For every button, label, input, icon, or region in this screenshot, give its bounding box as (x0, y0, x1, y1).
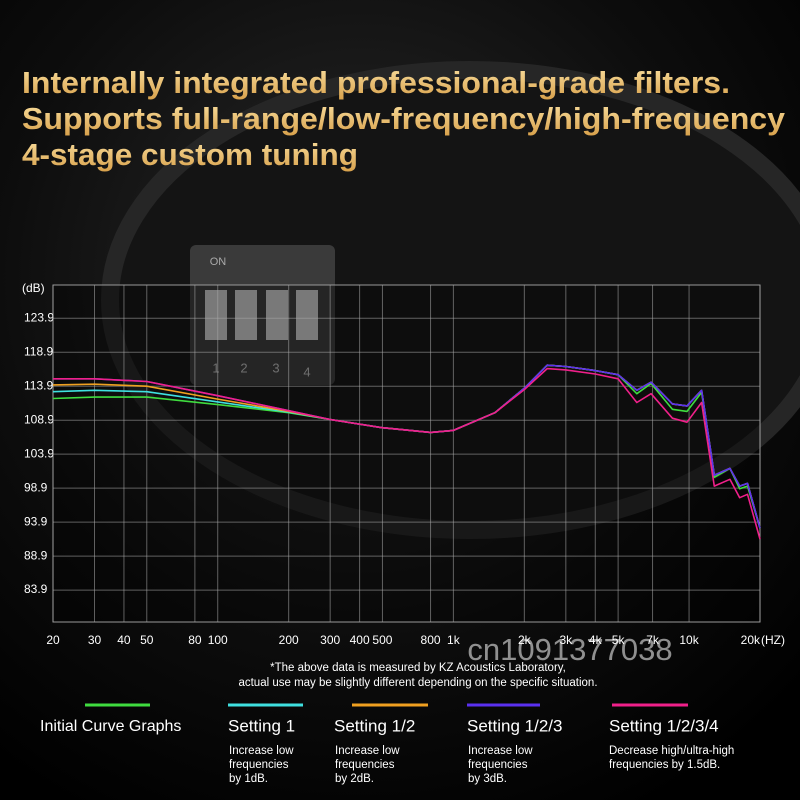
x-tick-label: 10k (679, 633, 699, 647)
x-tick-label: 20 (46, 633, 60, 647)
legend-label: Initial Curve Graphs (40, 718, 181, 735)
footnote: actual use may be slightly different dep… (238, 677, 597, 689)
legend-description: frequencies (335, 759, 395, 771)
y-tick-label: 93.9 (24, 514, 48, 528)
legend-label: Setting 1 (228, 716, 295, 735)
legend-description: Increase low (335, 745, 400, 757)
legend-description: Decrease high/ultra-high (609, 745, 734, 757)
legend-description: frequencies by 1.5dB. (609, 759, 720, 771)
x-tick-label: 50 (140, 633, 154, 647)
plot-area (52, 284, 761, 623)
switch-label: 3 (272, 360, 279, 375)
switch-label: 1 (212, 360, 219, 375)
footnote: *The above data is measured by KZ Acoust… (270, 662, 566, 674)
x-tick-label: 1k (447, 633, 461, 647)
switch-label: 2 (240, 360, 247, 375)
legend-description: frequencies (468, 759, 528, 771)
x-tick-label: 200 (279, 633, 299, 647)
x-tick-label: 3k (559, 633, 573, 647)
legend-label: Setting 1/2/3 (467, 716, 562, 735)
y-axis-label: (dB) (22, 281, 45, 295)
x-tick-label: 400 (350, 633, 370, 647)
y-tick-label: 108.9 (24, 412, 54, 426)
x-tick-label: 500 (372, 633, 392, 647)
y-tick-label: 88.9 (24, 548, 48, 562)
legend-label: Setting 1/2 (334, 716, 415, 735)
x-tick-label: 300 (320, 633, 340, 647)
y-tick-label: 118.9 (24, 344, 53, 358)
title-line: Internally integrated professional-grade… (22, 65, 730, 100)
legend-description: by 2dB. (335, 773, 374, 785)
switch-box (190, 245, 335, 385)
legend-description: Increase low (229, 745, 294, 757)
watermark: cn1091377038 (467, 632, 672, 667)
x-tick-label: 40 (117, 633, 131, 647)
y-tick-label: 103.9 (24, 446, 54, 460)
switch-label: 4 (303, 364, 310, 379)
legend-description: by 3dB. (468, 773, 507, 785)
switch-label: ON (210, 256, 227, 268)
title-line: 4-stage custom tuning (22, 137, 358, 172)
y-tick-label: 98.9 (24, 480, 48, 494)
x-axis-label: (HZ) (761, 633, 785, 647)
x-tick-label: 100 (208, 633, 228, 647)
x-tick-label: 30 (88, 633, 102, 647)
dip-switch: ON 1 2 3 4 (205, 256, 318, 379)
x-tick-label: 800 (421, 633, 441, 647)
x-tick-label: 5k (612, 633, 626, 647)
y-tick-label: 123.9 (24, 310, 54, 324)
x-tick-label: 20k (741, 633, 761, 647)
legend-description: Increase low (468, 745, 533, 757)
legend-label: Setting 1/2/3/4 (609, 716, 719, 735)
earphone-shape (101, 61, 800, 539)
x-tick-label: 80 (188, 633, 202, 647)
legend-description: frequencies (229, 759, 289, 771)
x-tick-label: 4k (589, 633, 603, 647)
x-tick-label: 7k (646, 633, 660, 647)
x-tick-label: 2k (518, 633, 532, 647)
series-line (53, 367, 761, 540)
legend-description: by 1dB. (229, 773, 268, 785)
y-tick-label: 113.9 (24, 378, 53, 392)
title-line: Supports full-range/low-frequency/high-f… (22, 101, 786, 136)
y-tick-label: 83.9 (24, 582, 48, 596)
